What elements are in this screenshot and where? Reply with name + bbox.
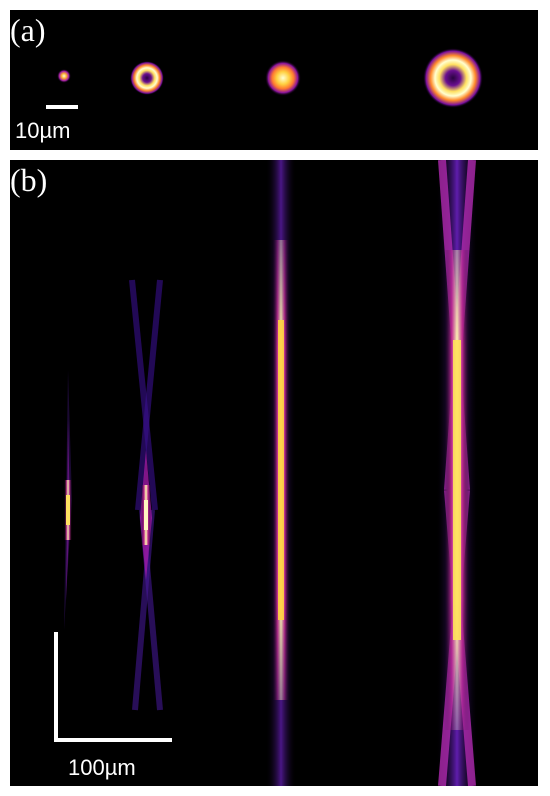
scale-bar-a-label: 10µm bbox=[15, 118, 71, 143]
scale-bar-a bbox=[46, 105, 78, 109]
scale-bar-b bbox=[54, 632, 172, 742]
scale-bar-b-label: 100µm bbox=[68, 755, 136, 780]
spot-3 bbox=[265, 60, 301, 96]
panel-b-image bbox=[54, 160, 478, 786]
spot-4 bbox=[423, 48, 483, 108]
spot-1 bbox=[57, 69, 71, 83]
beam-2 bbox=[129, 279, 163, 711]
panel-a-transverse-profiles: (a) 10µm bbox=[10, 10, 538, 150]
beam-1 bbox=[64, 370, 72, 630]
beam-4 bbox=[436, 160, 478, 786]
spot-2 bbox=[130, 61, 164, 95]
panel-a-label: (a) bbox=[10, 12, 46, 48]
beam-3 bbox=[266, 160, 296, 786]
panel-b-longitudinal-profiles: (b) 100µm bbox=[10, 160, 538, 786]
panel-a-image bbox=[46, 48, 483, 109]
panel-b-label: (b) bbox=[10, 162, 48, 198]
